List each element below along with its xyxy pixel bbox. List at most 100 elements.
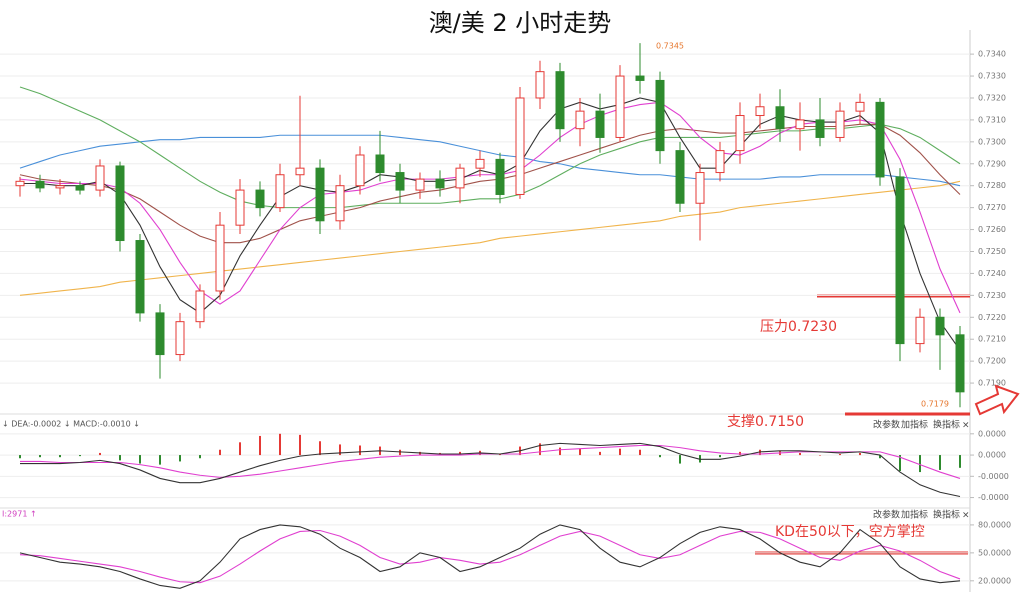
y-tick-label: 0.7340 [978, 50, 1006, 59]
y-tick-label: 0.0000 [978, 451, 1006, 460]
chart-title: 澳/美 2 小时走势 [429, 9, 612, 37]
y-tick-label: 0.7290 [978, 159, 1006, 168]
macd-bar [819, 455, 821, 456]
close-button[interactable]: × [962, 421, 970, 431]
annotation: 压力0.7230 [760, 319, 837, 335]
macd-bar [879, 455, 881, 459]
candle-body [475, 158, 485, 169]
macd-bar [199, 455, 201, 459]
macd-bar [899, 455, 901, 471]
y-tick-label: 0.7200 [978, 357, 1006, 366]
macd-bar [119, 455, 121, 461]
candle-body [495, 158, 505, 195]
indicator-header: ↓ DEA:-0.0002 ↓ MACD:-0.0010 ↓ [2, 420, 140, 429]
macd-bar [79, 455, 81, 457]
candle-body [275, 174, 285, 209]
macd-bar [599, 451, 601, 456]
macd-bar [299, 434, 301, 456]
candle-body [55, 185, 65, 189]
candle-body [915, 316, 925, 345]
candle-body [315, 167, 325, 222]
y-tick-label: -0.0000 [978, 493, 1009, 502]
candle-body [735, 115, 745, 152]
candle-body [855, 101, 865, 112]
candle-body [795, 119, 805, 130]
macd-bar [859, 452, 861, 456]
candle-body [15, 180, 25, 187]
annotation: 0.7345 [656, 42, 684, 51]
close-button[interactable]: × [962, 511, 970, 521]
candle-body [155, 312, 165, 356]
candle-body [575, 110, 585, 130]
candle-body [135, 240, 145, 314]
y-tick-label: 0.7330 [978, 72, 1006, 81]
macd-bar [719, 455, 721, 458]
macd-bar [559, 447, 561, 456]
candle-body [655, 79, 665, 152]
y-tick-label: 0.7300 [978, 137, 1006, 146]
macd-bar [19, 455, 21, 459]
panel-button[interactable]: 加指标 [901, 419, 928, 431]
candle-body [635, 75, 645, 81]
macd-bar [59, 455, 61, 458]
price-panel: 0.7340 0.7330 0.7320 0.7310 0.7300 0.7290 0.72… [0, 42, 1006, 430]
candle-body [415, 178, 425, 191]
macd-bar [239, 442, 241, 456]
annotation: KD在50以下，空方掌控 [775, 524, 925, 540]
candle-body [955, 334, 965, 393]
macd-bar [919, 455, 921, 473]
panel-button[interactable]: 换指标 [933, 419, 960, 431]
y-tick-label: 0.7220 [978, 313, 1006, 322]
macd-bar [39, 455, 41, 458]
macd-bar [359, 445, 361, 456]
panel-button[interactable]: 换指标 [933, 509, 960, 521]
macd-bar [839, 454, 841, 456]
candle-body [235, 189, 245, 226]
macd-bar [139, 455, 141, 464]
macd-bar [159, 455, 161, 465]
candle-body [255, 189, 265, 209]
candle-body [535, 71, 545, 99]
indicator-header: I:2971 ↑ [2, 510, 37, 519]
macd-panel: 0.0000 0.0000 -0.0000 -0.0000 ↓ DEA:-0.0002 … [0, 419, 1009, 502]
macd-bar [619, 448, 621, 456]
arrow-icon [974, 384, 1020, 416]
candle-body [395, 172, 405, 191]
candle-body [455, 167, 465, 189]
y-tick-label: 0.7230 [978, 291, 1006, 300]
y-tick-label: -0.0000 [978, 472, 1009, 481]
macd-bar [339, 444, 341, 456]
candle-body [375, 154, 385, 174]
y-tick-label: 0.7190 [978, 379, 1006, 388]
y-tick-label: 0.7250 [978, 247, 1006, 256]
candle-body [95, 165, 105, 191]
y-tick-label: 0.7210 [978, 335, 1006, 344]
macd-bar [959, 455, 961, 468]
candle-body [215, 224, 225, 292]
indicator-line [19, 529, 961, 584]
panel-button[interactable]: 加指标 [901, 509, 928, 521]
macd-bar [319, 441, 321, 456]
candle-body [675, 150, 685, 204]
macd-bar [659, 455, 661, 458]
y-tick-label: 50.0000 [978, 548, 1011, 557]
indicator-line [19, 134, 961, 187]
macd-bar [279, 433, 281, 456]
y-tick-label: 0.7280 [978, 181, 1006, 190]
y-tick-label: 0.7260 [978, 225, 1006, 234]
macd-bar [219, 449, 221, 456]
candle-body [695, 172, 705, 204]
candle-body [295, 167, 305, 176]
macd-bar [799, 452, 801, 456]
macd-bar [579, 448, 581, 456]
candle-body [615, 75, 625, 138]
panel-button[interactable]: 改参数 [873, 509, 900, 521]
candle-body [775, 106, 785, 130]
macd-bar [99, 452, 101, 456]
candle-body [335, 185, 345, 222]
macd-bar [639, 449, 641, 456]
y-tick-label: 80.0000 [978, 520, 1011, 529]
panel-button[interactable]: 改参数 [873, 419, 900, 431]
macd-bar [179, 455, 181, 462]
